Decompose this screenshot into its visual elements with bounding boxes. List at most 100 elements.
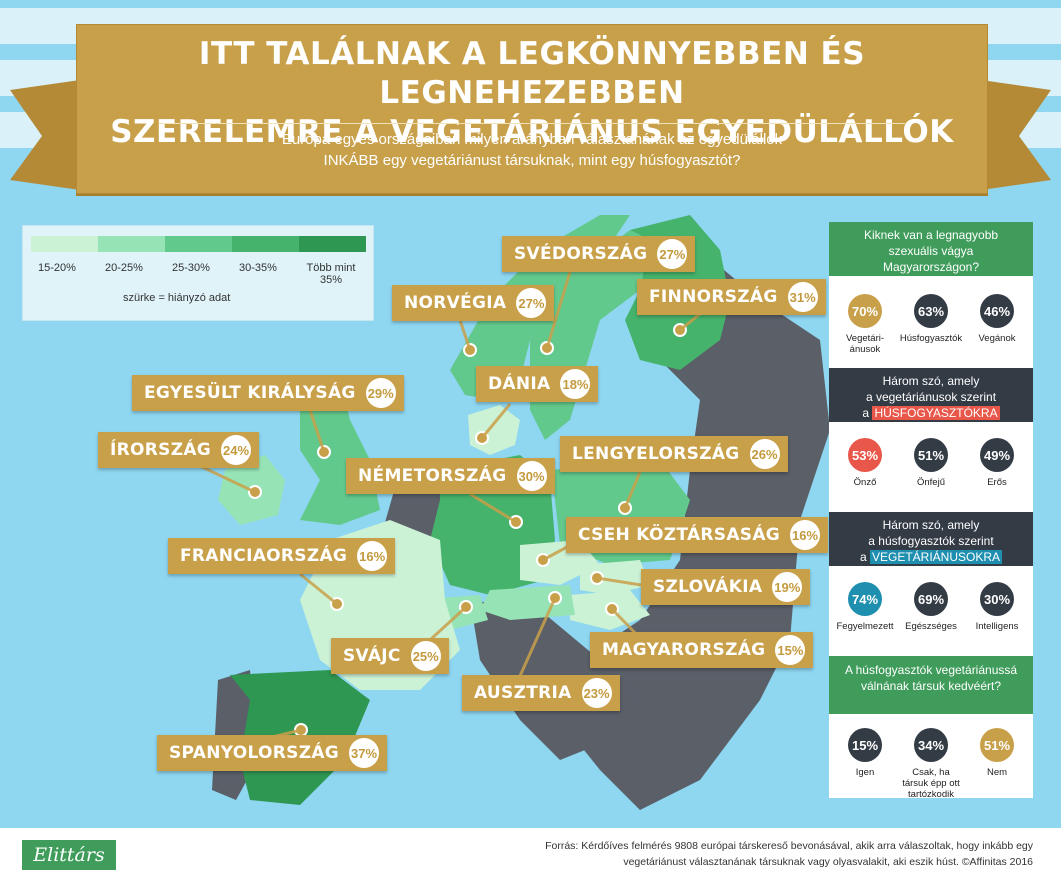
country-name: LENGYELORSZÁG	[572, 444, 740, 464]
country-label-ireland: ÍRORSZÁG 24%	[98, 432, 260, 468]
country-label-france: FRANCIAORSZÁG 16%	[168, 538, 396, 574]
country-name: SVÁJC	[343, 646, 401, 666]
panel-title-highlight: VEGETÁRIÁNUSOKRA	[870, 550, 1003, 564]
stat-label: Vegánok	[978, 333, 1016, 344]
legend-swatch-5	[299, 236, 366, 252]
stat-label: Erős	[987, 477, 1007, 488]
subtitle: Európa egyes országaiban milyen arányban…	[77, 129, 987, 171]
stat-value: 70%	[848, 294, 882, 328]
stat-value: 63%	[914, 294, 948, 328]
stat-item: 74% Fegyelmezett	[833, 582, 897, 632]
legend-swatch-2	[98, 236, 165, 252]
country-label-czech: CSEH KÖZTÁRSASÁG 16%	[566, 517, 829, 553]
stat-item: 34% Csak, ha társuk épp ott tartózkodik	[899, 728, 963, 800]
country-label-switzerland: SVÁJC 25%	[331, 638, 449, 674]
country-label-norway: NORVÉGIA 27%	[392, 285, 555, 321]
country-value: 16%	[790, 520, 821, 550]
title-banner: ITT TALÁLNAK A LEGKÖNNYEBBEN ÉS LEGNEHEZ…	[0, 0, 1061, 200]
country-name: ÍRORSZÁG	[110, 440, 212, 460]
country-label-uk: EGYESÜLT KIRÁLYSÁG 29%	[132, 375, 404, 411]
panel-title-word: jellemző	[908, 566, 953, 580]
stat-label: Nem	[986, 767, 1008, 778]
stat-item: 51% Önfejű	[899, 438, 963, 488]
legend-color-scale	[31, 236, 366, 252]
stat-label: Igen	[855, 767, 875, 778]
panel-title: A húsfogyasztók vegetáriánussá válnának …	[829, 656, 1033, 714]
stat-value: 34%	[914, 728, 948, 762]
stat-label: Intelligens	[975, 621, 1019, 632]
stat-value: 51%	[980, 728, 1014, 762]
country-value: 27%	[516, 288, 547, 318]
country-name: SZLOVÁKIA	[653, 577, 763, 597]
stat-value: 69%	[914, 582, 948, 616]
country-name: NÉMETORSZÁG	[358, 466, 507, 486]
stat-value: 49%	[980, 438, 1014, 472]
stat-value: 74%	[848, 582, 882, 616]
country-value: 18%	[560, 369, 591, 399]
panel-would-become-vegetarian: A húsfogyasztók vegetáriánussá válnának …	[829, 656, 1033, 800]
legend-swatch-1	[31, 236, 98, 252]
country-value: 29%	[365, 378, 396, 408]
country-value: 31%	[787, 282, 818, 312]
subtitle-line-1: Európa egyes országaiban milyen arányban…	[281, 131, 783, 148]
country-name: SVÉDORSZÁG	[514, 244, 648, 264]
country-name: SPANYOLORSZÁG	[169, 743, 340, 763]
stat-item: 30% Intelligens	[965, 582, 1029, 632]
stat-label: Önző	[853, 477, 877, 488]
legend-swatch-4	[232, 236, 299, 252]
country-name: DÁNIA	[488, 374, 551, 394]
stat-item: 15% Igen	[833, 728, 897, 778]
panel-title: Kiknek van a legnagyobb szexuális vágya …	[829, 222, 1033, 276]
elittars-logo[interactable]: Elittárs	[22, 840, 116, 870]
panel-title-line: a VEGETÁRIÁNUSOKRA jellemző	[839, 549, 1023, 581]
country-label-spain: SPANYOLORSZÁG 37%	[157, 735, 388, 771]
legend-label: 20-25%	[105, 262, 143, 274]
panel-title: Három szó, amely a vegetáriánusok szerin…	[829, 368, 1033, 436]
map-legend: 15-20% 20-25% 25-30% 30-35% Több mint 35…	[22, 225, 374, 321]
title-line-1: ITT TALÁLNAK A LEGKÖNNYEBBEN ÉS LEGNEHEZ…	[198, 36, 866, 111]
country-label-finland: FINNORSZÁG 31%	[637, 279, 826, 315]
country-value: 19%	[772, 572, 803, 602]
footer: Elittárs Forrás: Kérdőíves felmérés 9808…	[0, 828, 1061, 879]
country-value: 26%	[749, 439, 780, 469]
legend-label: 15-20%	[38, 262, 76, 274]
stats-row: 74% Fegyelmezett 69% Egészséges 30% Intelli…	[829, 566, 1033, 666]
austria-shape	[480, 585, 575, 620]
country-name: MAGYARORSZÁG	[602, 640, 766, 660]
stat-item: 53% Önző	[833, 438, 897, 488]
legend-label: 25-30%	[172, 262, 210, 274]
panel-title-word: a	[862, 406, 870, 420]
country-value: 30%	[516, 461, 547, 491]
panel-title-line: Három szó, amely	[882, 518, 980, 532]
stat-label: Egészséges	[905, 621, 957, 632]
country-name: FRANCIAORSZÁG	[180, 546, 348, 566]
country-name: CSEH KÖZTÁRSASÁG	[578, 525, 781, 545]
stats-row: 70% Vegetári-ánusok 63% Húsfogyasztók 46% V…	[829, 276, 1033, 376]
source-note: Forrás: Kérdőíves felmérés 9808 európai …	[393, 838, 1033, 870]
legend-label: Több mint 35%	[306, 262, 356, 286]
stat-value: 51%	[914, 438, 948, 472]
panel-title-line: a HÚSFOGYASZTÓKRA jellemző	[839, 405, 1023, 437]
stat-value: 53%	[848, 438, 882, 472]
denmark-shape	[468, 405, 520, 455]
stat-label: Fegyelmezett	[836, 621, 894, 632]
country-name: EGYESÜLT KIRÁLYSÁG	[144, 383, 356, 403]
stats-row: 15% Igen 34% Csak, ha társuk épp ott tartó…	[829, 714, 1033, 814]
page-title: ITT TALÁLNAK A LEGKÖNNYEBBEN ÉS LEGNEHEZ…	[77, 35, 987, 152]
panel-sexual-desire: Kiknek van a legnagyobb szexuális vágya …	[829, 222, 1033, 368]
country-label-sweden: SVÉDORSZÁG 27%	[502, 236, 696, 272]
stat-label: Vegetári-ánusok	[845, 333, 885, 355]
stat-value: 15%	[848, 728, 882, 762]
source-line-1: Forrás: Kérdőíves felmérés 9808 európai …	[545, 840, 1033, 852]
stat-label: Csak, ha társuk épp ott tartózkodik	[902, 767, 960, 800]
country-value: 24%	[221, 435, 252, 465]
stat-item: 69% Egészséges	[899, 582, 963, 632]
country-name: FINNORSZÁG	[649, 287, 778, 307]
title-line-2: SZERELEMRE A VEGETÁRIÁNUS EGYEDÜLÁLLÓK	[110, 114, 954, 150]
country-label-germany: NÉMETORSZÁG 30%	[346, 458, 555, 494]
panel-title-line: Három szó, amely	[882, 374, 980, 388]
title-box: ITT TALÁLNAK A LEGKÖNNYEBBEN ÉS LEGNEHEZ…	[76, 24, 988, 194]
legend-label: 30-35%	[239, 262, 277, 274]
panel-title-highlight: HÚSFOGYASZTÓKRA	[872, 406, 1000, 420]
country-label-hungary: MAGYARORSZÁG 15%	[590, 632, 814, 668]
